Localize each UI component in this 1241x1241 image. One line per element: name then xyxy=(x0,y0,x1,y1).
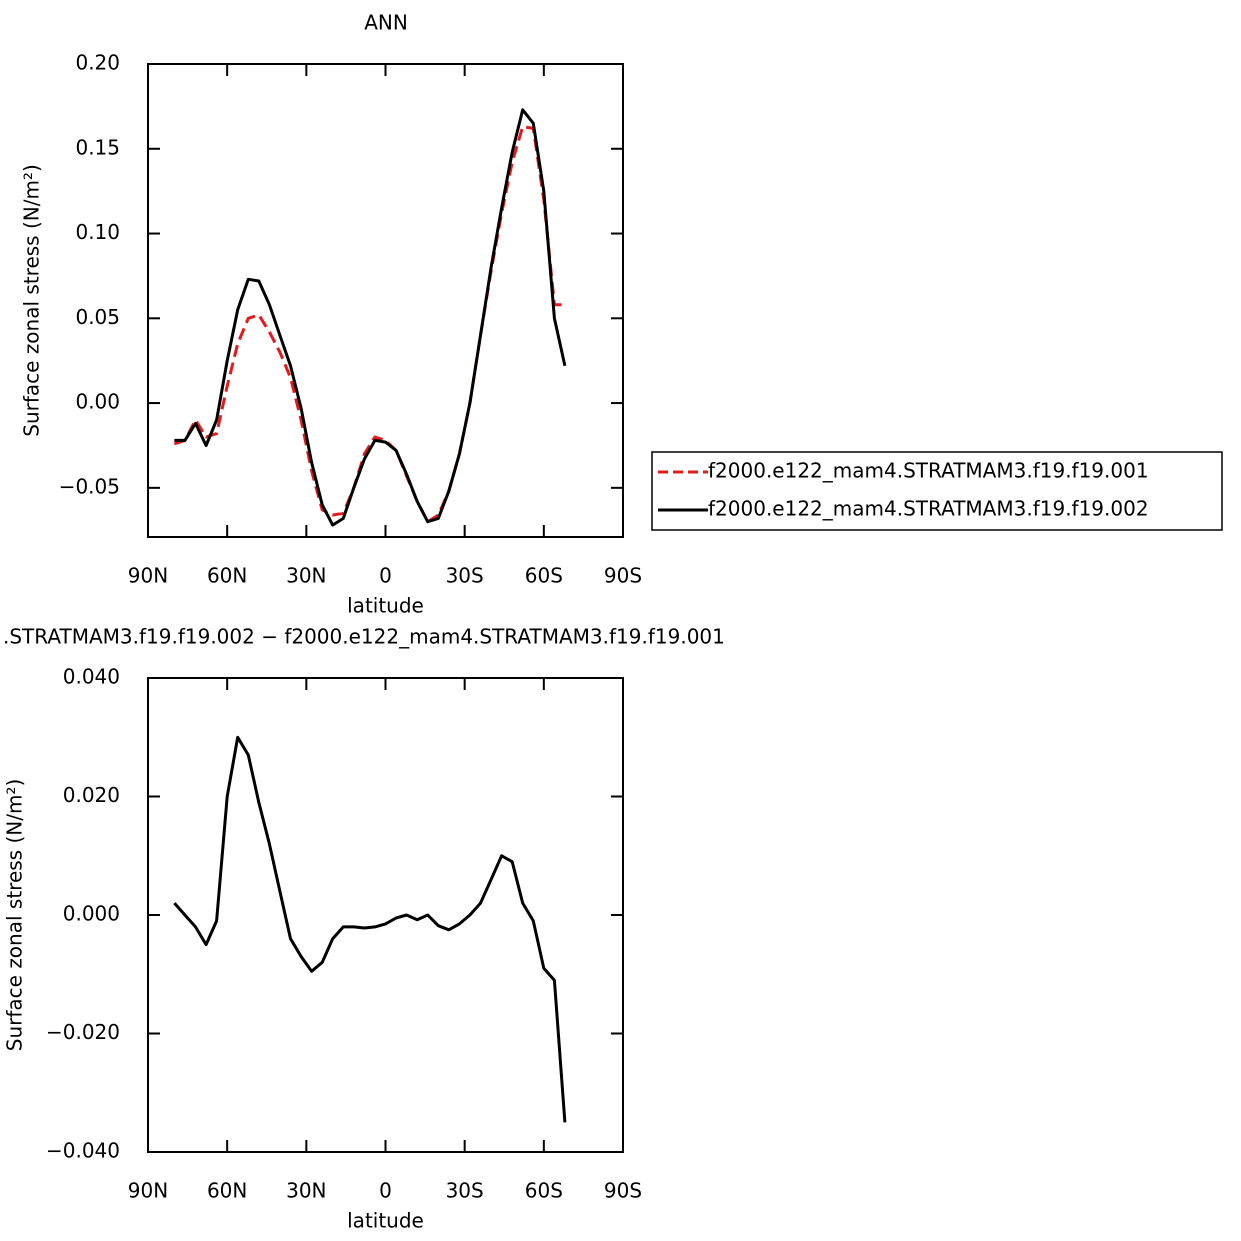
y-axis-label: Surface zonal stress (N/m²) xyxy=(20,164,44,436)
y-tick-label: −0.020 xyxy=(46,1020,120,1044)
x-tick-label: 30S xyxy=(446,564,484,588)
y-tick-label: 0.05 xyxy=(75,305,120,329)
y-tick-label: −0.05 xyxy=(59,474,120,498)
x-tick-label: 30S xyxy=(446,1179,484,1203)
x-tick-label: 30N xyxy=(286,564,326,588)
y-tick-label: −0.040 xyxy=(46,1139,120,1163)
x-tick-label: 60S xyxy=(525,1179,563,1203)
x-tick-label: 90S xyxy=(604,1179,642,1203)
x-tick-label: 60N xyxy=(207,564,247,588)
chart-title: ANN xyxy=(364,11,408,35)
plot-frame xyxy=(147,63,624,538)
y-tick-label: 0.20 xyxy=(75,51,120,75)
legend-label: f2000.e122_mam4.STRATMAM3.f19.f19.002 xyxy=(708,497,1149,521)
y-tick-label: 0.020 xyxy=(63,783,120,807)
y-tick-label: 0.000 xyxy=(63,902,120,926)
y-tick-label: 0.00 xyxy=(75,390,120,414)
legend-label: f2000.e122_mam4.STRATMAM3.f19.f19.001 xyxy=(708,459,1149,483)
x-tick-label: 0 xyxy=(379,1179,392,1203)
y-axis-label: Surface zonal stress (N/m²) xyxy=(3,779,27,1051)
x-tick-label: 90S xyxy=(604,564,642,588)
x-tick-label: 30N xyxy=(286,1179,326,1203)
y-tick-label: 0.040 xyxy=(63,665,120,689)
x-tick-label: 90N xyxy=(128,1179,168,1203)
x-tick-label: 90N xyxy=(128,564,168,588)
x-axis-label: latitude xyxy=(347,1209,424,1233)
x-axis-label: latitude xyxy=(347,594,424,618)
legend-box xyxy=(651,451,1223,531)
x-tick-label: 60N xyxy=(207,1179,247,1203)
y-tick-label: 0.10 xyxy=(75,220,120,244)
data-line xyxy=(173,735,567,1123)
y-tick-label: 0.15 xyxy=(75,135,120,159)
chart-title: .STRATMAM3.f19.f19.002 − f2000.e122_mam4… xyxy=(3,625,725,649)
x-tick-label: 60S xyxy=(525,564,563,588)
data-line xyxy=(174,108,567,527)
plot-frame xyxy=(147,677,624,1153)
x-tick-label: 0 xyxy=(379,564,392,588)
